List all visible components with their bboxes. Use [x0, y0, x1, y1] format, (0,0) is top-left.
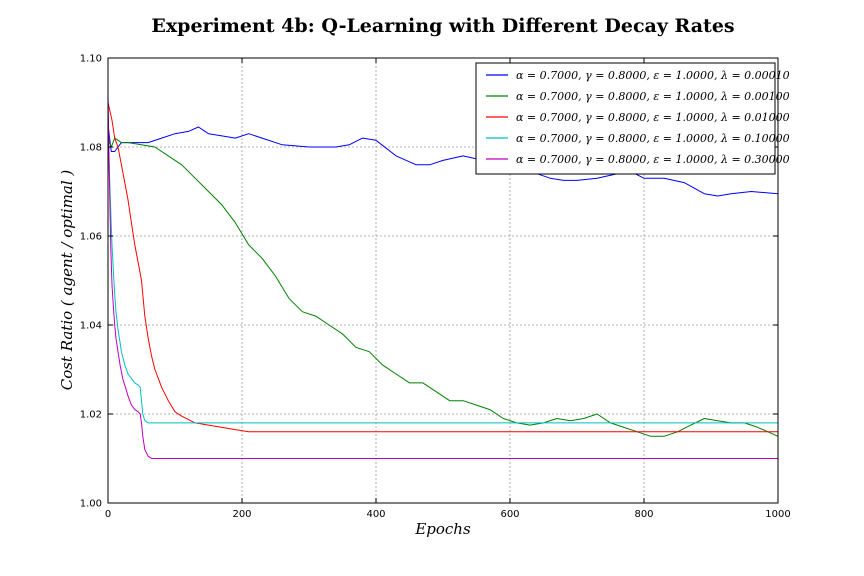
legend: α = 0.7000, γ = 0.8000, ε = 1.0000, λ = … — [475, 62, 790, 175]
y-tick-label: 1.10 — [80, 54, 102, 65]
x-axis-label: Epochs — [414, 520, 471, 538]
y-tick-label: 1.02 — [80, 410, 102, 421]
x-tick-label: 1000 — [765, 509, 790, 520]
plot-frame — [107, 57, 779, 504]
legend-label-1: α = 0.7000, γ = 0.8000, ε = 1.0000, λ = … — [516, 69, 790, 82]
series-line-3 — [107, 102, 778, 433]
legend-label-4: α = 0.7000, γ = 0.8000, ε = 1.0000, λ = … — [516, 132, 790, 145]
x-tick-label: 600 — [500, 509, 519, 520]
series-line-2 — [107, 137, 779, 437]
chart-title: Experiment 4b: Q-Learning with Different… — [151, 15, 734, 37]
series-line-4 — [107, 111, 778, 424]
legend-label-2: α = 0.7000, γ = 0.8000, ε = 1.0000, λ = … — [516, 90, 790, 103]
x-tick-label: 200 — [232, 509, 251, 520]
axis-ticks: 0 200 400 600 800 1000 1.00 1.02 1.04 1.06 1.08 1.1… — [80, 54, 791, 521]
legend-box — [475, 62, 776, 175]
y-tick-label: 1.08 — [80, 143, 102, 154]
series-line-5 — [107, 93, 778, 459]
y-tick-label: 1.00 — [80, 499, 102, 510]
x-tick-label: 800 — [634, 509, 653, 520]
x-tick-label: 0 — [105, 509, 111, 520]
legend-label-5: α = 0.7000, γ = 0.8000, ε = 1.0000, λ = … — [516, 153, 790, 166]
y-tick-label: 1.04 — [80, 321, 102, 332]
y-axis-label: Cost Ratio ( agent / optimal ) — [58, 170, 76, 391]
legend-label-3: α = 0.7000, γ = 0.8000, ε = 1.0000, λ = … — [516, 111, 790, 124]
series-line-1 — [107, 124, 779, 197]
x-tick-label: 400 — [366, 509, 385, 520]
y-tick-label: 1.06 — [80, 232, 102, 243]
series-lines — [107, 93, 779, 459]
